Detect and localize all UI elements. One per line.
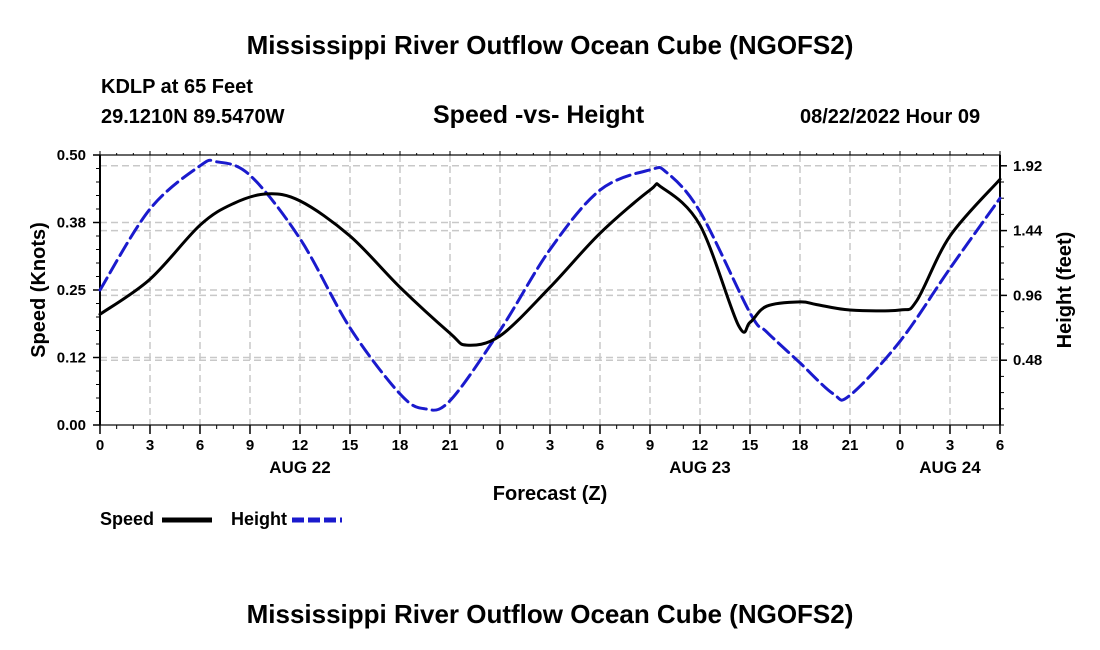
x-tick-label: 3 (146, 437, 154, 454)
x-tick-label: 0 (896, 437, 904, 454)
y2-axis-title: Height (feet) (1054, 232, 1076, 349)
y2-tick-label: 1.44 (1013, 223, 1043, 240)
axis-labels: 0 3 6 9 12 15 18 21 0 3 6 9 12 15 18 21 0 3 6 AUG 22 AUG 23 A… (57, 147, 1043, 477)
chart-subtitle: Speed -vs- Height (433, 101, 645, 129)
x-tick-label: 0 (96, 437, 104, 454)
grid (100, 155, 1000, 425)
x-tick-label: 15 (742, 437, 759, 454)
axis-ticks (93, 151, 1007, 434)
y-tick-label: 0.50 (57, 147, 86, 164)
x-tick-label: 18 (792, 437, 809, 454)
x-tick-label: 9 (646, 437, 654, 454)
x-tick-label: 18 (392, 437, 409, 454)
legend-height-label: Height (231, 509, 287, 529)
x-tick-label: 15 (342, 437, 359, 454)
day-label: AUG 23 (669, 458, 730, 477)
y-tick-label: 0.38 (57, 215, 86, 232)
station-label: KDLP at 65 Feet (101, 76, 253, 98)
x-tick-label: 6 (196, 437, 204, 454)
x-tick-label: 21 (842, 437, 859, 454)
x-tick-label: 6 (596, 437, 604, 454)
x-tick-label: 21 (442, 437, 459, 454)
y2-tick-label: 0.48 (1013, 352, 1042, 369)
chart-main-title: Mississippi River Outflow Ocean Cube (NG… (246, 30, 854, 60)
x-tick-label: 3 (946, 437, 954, 454)
height-series-line (98, 158, 1002, 412)
y2-tick-label: 0.96 (1013, 287, 1042, 304)
x-tick-label: 6 (996, 437, 1004, 454)
x-tick-label: 0 (496, 437, 504, 454)
forecast-datetime: 08/22/2022 Hour 09 (800, 106, 981, 128)
x-tick-label: 12 (292, 437, 309, 454)
y2-tick-label: 1.92 (1013, 158, 1042, 175)
speed-series-line (98, 177, 1002, 347)
x-tick-label: 9 (246, 437, 254, 454)
x-tick-label: 3 (546, 437, 554, 454)
day-label: AUG 24 (919, 458, 981, 477)
day-label: AUG 22 (269, 458, 330, 477)
legend-speed-label: Speed (100, 509, 155, 529)
y-tick-label: 0.00 (57, 417, 86, 434)
x-tick-label: 12 (692, 437, 709, 454)
series (98, 158, 1002, 412)
x-axis-title: Forecast (Z) (493, 483, 607, 505)
y-tick-label: 0.12 (57, 350, 86, 367)
footer-title: Mississippi River Outflow Ocean Cube (NG… (246, 599, 854, 629)
y-tick-label: 0.25 (57, 282, 86, 299)
station-coordinates: 29.1210N 89.5470W (101, 106, 285, 128)
y-axis-title: Speed (Knots) (28, 222, 50, 358)
